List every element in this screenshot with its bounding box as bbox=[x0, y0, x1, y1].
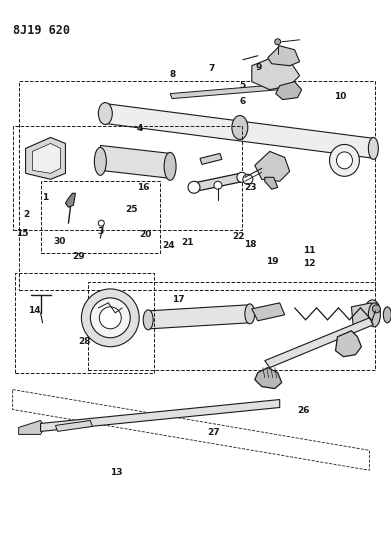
Polygon shape bbox=[265, 177, 278, 189]
Polygon shape bbox=[65, 193, 75, 207]
Text: 9: 9 bbox=[255, 63, 262, 72]
Polygon shape bbox=[252, 58, 299, 90]
Text: 2: 2 bbox=[23, 210, 29, 219]
Ellipse shape bbox=[164, 152, 176, 180]
Polygon shape bbox=[252, 303, 285, 321]
Circle shape bbox=[372, 305, 380, 313]
Circle shape bbox=[188, 181, 200, 193]
Text: 19: 19 bbox=[266, 257, 278, 265]
Circle shape bbox=[243, 174, 253, 184]
Text: 8: 8 bbox=[169, 70, 176, 79]
Polygon shape bbox=[105, 103, 374, 158]
Polygon shape bbox=[255, 151, 290, 181]
Ellipse shape bbox=[275, 39, 281, 45]
Text: 24: 24 bbox=[162, 241, 175, 250]
Polygon shape bbox=[25, 138, 65, 179]
Polygon shape bbox=[40, 400, 280, 431]
Text: 29: 29 bbox=[73, 253, 85, 262]
Text: 30: 30 bbox=[53, 237, 65, 246]
Ellipse shape bbox=[336, 152, 352, 169]
Polygon shape bbox=[56, 421, 93, 431]
Text: 27: 27 bbox=[207, 427, 220, 437]
Text: 22: 22 bbox=[233, 232, 245, 241]
Text: 7: 7 bbox=[209, 64, 215, 74]
Text: 25: 25 bbox=[125, 205, 138, 214]
Text: 18: 18 bbox=[245, 240, 257, 249]
Text: 6: 6 bbox=[240, 98, 246, 107]
Polygon shape bbox=[268, 46, 299, 66]
Text: 8J19 620: 8J19 620 bbox=[13, 24, 70, 37]
Text: 15: 15 bbox=[16, 229, 29, 238]
Text: 16: 16 bbox=[137, 183, 149, 192]
Polygon shape bbox=[276, 82, 301, 100]
Text: 21: 21 bbox=[181, 238, 194, 247]
Polygon shape bbox=[100, 146, 170, 179]
Ellipse shape bbox=[99, 307, 121, 329]
Polygon shape bbox=[19, 421, 45, 434]
Ellipse shape bbox=[365, 300, 380, 326]
Ellipse shape bbox=[245, 304, 255, 324]
Ellipse shape bbox=[232, 116, 248, 140]
Text: 28: 28 bbox=[78, 337, 91, 346]
Polygon shape bbox=[336, 331, 361, 357]
Ellipse shape bbox=[368, 303, 380, 327]
Text: 17: 17 bbox=[172, 295, 185, 304]
Ellipse shape bbox=[368, 138, 378, 159]
Text: 13: 13 bbox=[110, 468, 122, 477]
Polygon shape bbox=[192, 173, 244, 191]
Text: 12: 12 bbox=[303, 260, 316, 268]
Polygon shape bbox=[255, 368, 282, 389]
Ellipse shape bbox=[330, 144, 359, 176]
Text: 23: 23 bbox=[245, 183, 257, 192]
Ellipse shape bbox=[383, 307, 391, 323]
Circle shape bbox=[214, 181, 222, 189]
Text: 20: 20 bbox=[139, 230, 151, 239]
Ellipse shape bbox=[98, 220, 104, 226]
Polygon shape bbox=[148, 305, 250, 329]
Polygon shape bbox=[200, 154, 222, 164]
Polygon shape bbox=[265, 318, 373, 368]
Text: 3: 3 bbox=[97, 228, 103, 237]
Text: 14: 14 bbox=[27, 305, 40, 314]
Polygon shape bbox=[170, 84, 292, 99]
Polygon shape bbox=[33, 143, 60, 173]
Text: 4: 4 bbox=[136, 124, 143, 133]
Text: 5: 5 bbox=[240, 82, 246, 91]
Text: 11: 11 bbox=[303, 246, 316, 255]
Ellipse shape bbox=[94, 148, 106, 175]
Circle shape bbox=[237, 172, 247, 182]
Text: 26: 26 bbox=[297, 407, 310, 415]
Ellipse shape bbox=[98, 102, 112, 125]
Ellipse shape bbox=[368, 306, 376, 320]
Ellipse shape bbox=[143, 310, 153, 330]
Text: 10: 10 bbox=[334, 92, 347, 101]
Ellipse shape bbox=[82, 289, 139, 346]
Ellipse shape bbox=[91, 298, 130, 338]
Polygon shape bbox=[352, 303, 373, 329]
Text: 1: 1 bbox=[42, 193, 49, 202]
